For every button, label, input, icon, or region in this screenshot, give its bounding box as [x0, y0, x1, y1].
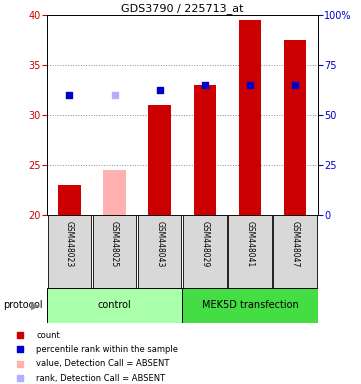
- Title: GDS3790 / 225713_at: GDS3790 / 225713_at: [121, 3, 244, 14]
- Text: value, Detection Call = ABSENT: value, Detection Call = ABSENT: [36, 359, 170, 368]
- Text: ▶: ▶: [31, 300, 39, 310]
- Point: [157, 87, 162, 93]
- Text: MEK5D transfection: MEK5D transfection: [201, 300, 299, 310]
- Bar: [48, 215, 91, 288]
- Bar: [182, 288, 318, 323]
- Text: count: count: [36, 331, 60, 340]
- Text: GSM448029: GSM448029: [200, 221, 209, 267]
- Point: [227, 37, 233, 43]
- Bar: [274, 215, 317, 288]
- Point: [227, 297, 233, 303]
- Point: [292, 82, 298, 88]
- Bar: [284, 40, 306, 215]
- Bar: [138, 215, 182, 288]
- Bar: [47, 288, 182, 323]
- Bar: [148, 105, 171, 215]
- Bar: [193, 85, 216, 215]
- Point: [202, 82, 208, 88]
- Bar: [58, 185, 81, 215]
- Text: rank, Detection Call = ABSENT: rank, Detection Call = ABSENT: [36, 374, 166, 382]
- Point: [247, 82, 253, 88]
- Bar: [239, 20, 261, 215]
- Text: GSM448023: GSM448023: [65, 221, 74, 267]
- Text: GSM448047: GSM448047: [291, 221, 300, 267]
- Bar: [103, 170, 126, 215]
- Point: [112, 92, 118, 98]
- Point: [227, 167, 233, 173]
- Text: percentile rank within the sample: percentile rank within the sample: [36, 345, 178, 354]
- Text: GSM448025: GSM448025: [110, 221, 119, 267]
- Bar: [93, 215, 136, 288]
- Text: protocol: protocol: [4, 300, 43, 310]
- Bar: [183, 215, 227, 288]
- Text: GSM448043: GSM448043: [155, 221, 164, 267]
- Point: [67, 92, 73, 98]
- Text: control: control: [98, 300, 131, 310]
- Bar: [228, 215, 271, 288]
- Text: GSM448041: GSM448041: [245, 221, 255, 267]
